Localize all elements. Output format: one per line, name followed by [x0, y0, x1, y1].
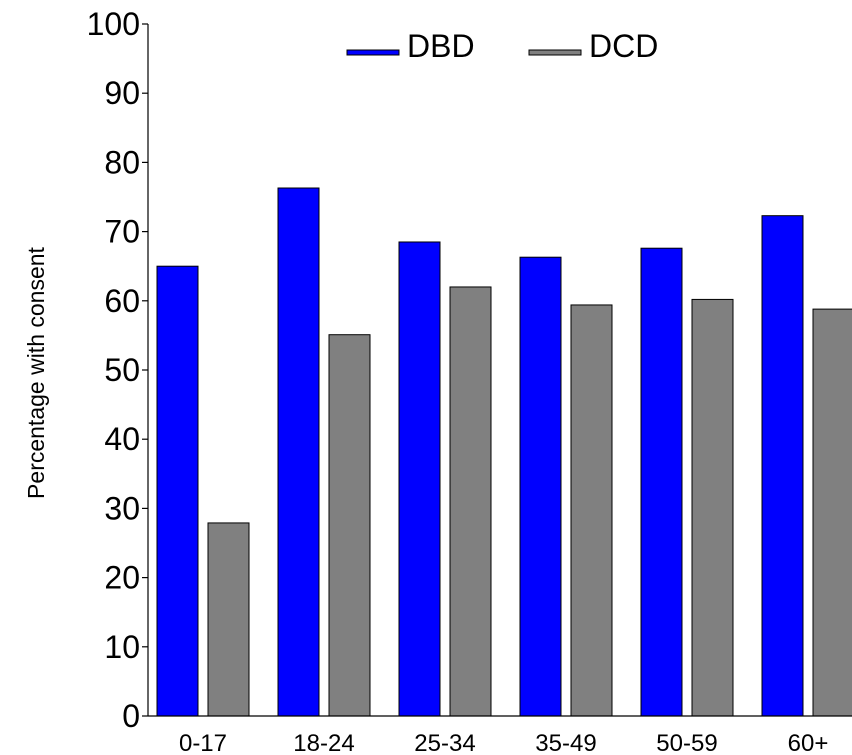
bar-dbd-35-49: [519, 256, 562, 717]
y-tick-label: 30: [104, 490, 140, 526]
bar-dbd-25-34: [398, 241, 441, 717]
y-tick-label: 100: [87, 6, 140, 42]
bars: [156, 187, 852, 717]
legend-label-dbd: DBD: [407, 28, 475, 64]
legend-swatch-dbd: [346, 49, 400, 56]
y-tick-label: 0: [122, 698, 140, 734]
bar-dcd-35-49: [570, 304, 613, 717]
bar-dbd-50-59: [640, 247, 683, 717]
x-category-label: 25-34: [414, 730, 475, 755]
y-tick-label: 80: [104, 144, 140, 180]
y-tick-label: 40: [104, 421, 140, 457]
y-axis-title: Percentage with consent: [23, 246, 49, 498]
bar-dbd-0-17: [156, 265, 199, 717]
y-axis: 0 10 20 30 40 50 60 70 80 90 100: [87, 6, 149, 734]
x-category-label: 50-59: [656, 730, 717, 755]
x-category-label: 18-24: [293, 730, 354, 755]
bar-dbd-18-24: [277, 187, 320, 717]
bar-dcd-0-17: [207, 522, 250, 717]
x-category-label: 60+: [788, 730, 829, 755]
y-tick-label: 20: [104, 560, 140, 596]
bar-dcd-50-59: [691, 298, 734, 717]
bar-dcd-18-24: [328, 334, 371, 717]
legend-swatch-dcd: [528, 49, 582, 56]
legend: DBD DCD: [346, 28, 658, 64]
legend-label-dcd: DCD: [589, 28, 658, 64]
y-tick-label: 90: [104, 75, 140, 111]
y-tick-label: 70: [104, 214, 140, 250]
x-category-label: 35-49: [535, 730, 596, 755]
bar-dcd-60+: [812, 308, 852, 717]
x-axis: 0-17 18-24 25-34 35-49 50-59 60+: [148, 715, 852, 755]
y-tick-label: 50: [104, 352, 140, 388]
x-category-label: 0-17: [179, 730, 227, 755]
y-tick-label: 60: [104, 283, 140, 319]
bar-dcd-25-34: [449, 286, 492, 717]
y-tick-label: 10: [104, 629, 140, 665]
bar-dbd-60+: [761, 215, 804, 717]
